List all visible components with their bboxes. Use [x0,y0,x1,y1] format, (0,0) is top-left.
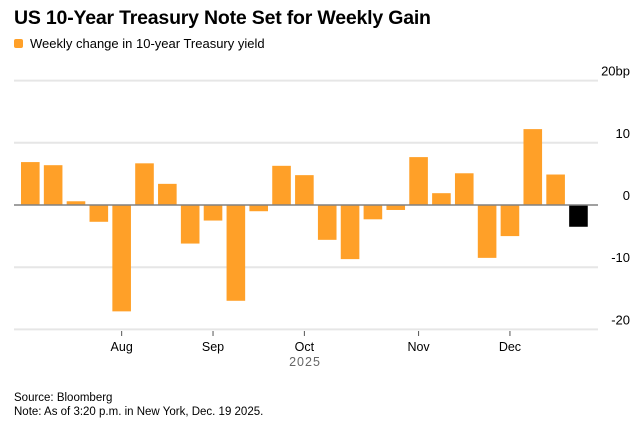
grid-layer [14,79,598,331]
y-axis-labels: 20bp 10 0 -10 -20 [601,64,630,328]
bar [66,201,86,205]
bar [89,205,109,222]
bar [112,205,131,312]
bar [226,205,246,301]
y-tick-label: 0 [623,188,630,203]
x-tick-label: Oct [295,340,315,354]
bar [409,157,428,205]
x-tick-label: Nov [407,340,430,354]
bar [295,175,314,205]
chart-title: US 10-Year Treasury Note Set for Weekly … [14,7,431,29]
latest-bar [569,205,588,227]
bar [249,205,268,212]
x-tick-label: Dec [499,340,521,354]
x-tick-label: Aug [111,340,133,354]
x-axis-labels: Aug Sep Oct Nov Dec [111,331,521,354]
y-tick-label: -20 [611,312,630,327]
bar [546,174,565,205]
bar [272,165,291,205]
x-tick-label: Sep [202,340,224,354]
y-tick-label: 20bp [601,64,630,79]
note-text: Note: As of 3:20 p.m. in New York, Dec. … [14,406,264,418]
legend: Weekly change in 10-year Treasury yield [14,36,265,51]
legend-swatch [14,39,23,48]
bar [43,165,63,205]
y-tick-label: -10 [611,250,630,265]
legend-label: Weekly change in 10-year Treasury yield [30,36,265,51]
bar [21,162,40,205]
footer: Source: Bloomberg Note: As of 3:20 p.m. … [14,391,263,419]
bar [203,205,223,221]
bar [363,205,383,220]
bar [180,205,200,244]
bar [340,205,360,260]
bar [432,193,451,205]
bar [386,205,406,210]
bar [454,173,474,205]
bar [477,205,497,258]
bar [317,205,337,240]
bars-layer [21,129,588,312]
bar [500,205,520,237]
x-axis-year-label: 2025 [289,355,321,369]
y-tick-label: 10 [616,126,630,141]
bar [135,163,154,205]
source-text: Source: Bloomberg [14,392,113,404]
bar [158,183,177,205]
bar [523,129,543,205]
